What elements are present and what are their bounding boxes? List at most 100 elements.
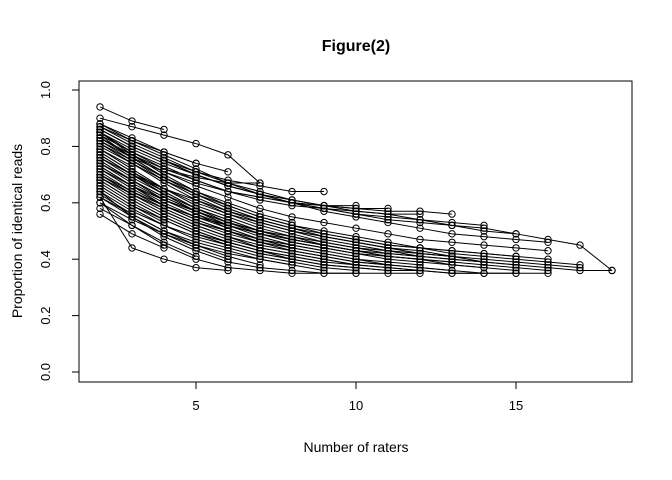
data-point-marker xyxy=(256,255,264,263)
series-line xyxy=(99,174,357,266)
data-point-marker xyxy=(192,173,200,182)
data-point-marker xyxy=(288,232,296,241)
x-axis: 5 10 15 xyxy=(192,382,523,413)
data-point-marker xyxy=(224,199,232,207)
data-point-marker xyxy=(544,247,552,255)
data-point-marker xyxy=(448,230,456,238)
data-point-marker xyxy=(160,218,168,227)
data-point-marker xyxy=(224,263,232,272)
data-point-marker xyxy=(512,258,520,266)
data-point-marker xyxy=(384,261,392,269)
x-axis-label: Number of raters xyxy=(303,439,408,455)
data-point-marker xyxy=(384,269,392,277)
data-point-marker xyxy=(96,122,104,131)
data-point-marker xyxy=(224,227,232,235)
data-point-marker xyxy=(224,207,232,215)
data-point-marker xyxy=(352,224,360,232)
y-tick-label: 0.2 xyxy=(38,307,53,325)
data-point-marker xyxy=(416,235,424,244)
data-point-marker xyxy=(128,221,136,230)
data-point-marker xyxy=(448,238,456,246)
data-point-marker xyxy=(128,230,136,238)
data-point-marker xyxy=(288,213,296,221)
data-point-marker xyxy=(480,232,488,241)
data-point-marker xyxy=(288,269,296,277)
data-point-marker xyxy=(224,258,232,266)
data-point-marker xyxy=(384,241,392,249)
data-point-marker xyxy=(384,230,392,238)
data-point-marker xyxy=(128,122,136,131)
data-point-marker xyxy=(256,216,264,224)
data-point-marker xyxy=(416,216,424,224)
data-point-marker xyxy=(608,266,616,275)
data-point-marker xyxy=(384,247,392,255)
data-point-marker xyxy=(416,224,424,232)
data-point-marker xyxy=(160,173,168,182)
data-point-marker xyxy=(320,247,328,255)
data-point-marker xyxy=(128,190,136,199)
data-point-marker xyxy=(416,249,424,258)
series-line xyxy=(99,176,357,257)
data-point-marker xyxy=(544,235,552,244)
data-point-marker xyxy=(352,244,360,252)
data-point-marker xyxy=(320,230,328,238)
data-point-marker xyxy=(480,269,488,277)
data-point-marker xyxy=(416,269,424,277)
y-tick-label: 0.6 xyxy=(38,194,53,212)
data-point-marker xyxy=(192,247,200,255)
data-point-marker xyxy=(192,263,200,272)
data-point-marker xyxy=(128,182,136,190)
series-line xyxy=(99,148,133,167)
data-point-marker xyxy=(256,210,264,218)
data-point-marker xyxy=(160,232,168,241)
series-line xyxy=(99,157,517,257)
series-line xyxy=(99,196,229,271)
data-point-marker xyxy=(288,187,296,196)
data-point-marker xyxy=(480,263,488,272)
data-point-marker xyxy=(288,261,296,269)
data-point-marker xyxy=(96,103,104,111)
data-point-marker xyxy=(480,249,488,258)
data-point-marker xyxy=(416,261,424,269)
data-point-marker xyxy=(448,252,456,261)
data-point-marker xyxy=(448,210,456,218)
data-point-marker xyxy=(96,128,104,137)
data-point-marker xyxy=(224,213,232,221)
y-tick-label: 0.4 xyxy=(38,250,53,268)
data-point-marker xyxy=(128,213,136,221)
data-point-marker xyxy=(544,261,552,269)
data-point-marker xyxy=(576,263,584,272)
data-point-marker xyxy=(416,244,424,252)
series-line xyxy=(99,143,293,224)
data-point-marker xyxy=(192,196,200,204)
data-point-marker xyxy=(128,244,136,252)
data-point-marker xyxy=(224,247,232,255)
data-point-marker xyxy=(96,153,104,162)
data-point-marker xyxy=(224,241,232,249)
data-point-marker xyxy=(224,179,232,187)
data-point-marker xyxy=(192,255,200,263)
data-point-marker xyxy=(288,252,296,261)
data-point-marker xyxy=(544,255,552,263)
data-point-marker xyxy=(160,125,168,134)
data-point-marker xyxy=(192,159,200,168)
x-tick-label: 10 xyxy=(349,398,363,413)
series-line xyxy=(99,131,453,215)
data-point-marker xyxy=(512,235,520,244)
y-tick-label: 0.0 xyxy=(38,363,53,381)
data-point-marker xyxy=(256,193,264,201)
data-point-marker xyxy=(288,241,296,249)
data-point-marker xyxy=(384,252,392,261)
series-line xyxy=(99,140,356,207)
data-point-marker xyxy=(192,207,200,215)
data-point-marker xyxy=(480,221,488,230)
series-line xyxy=(99,148,389,257)
data-point-marker xyxy=(544,269,552,277)
data-point-marker xyxy=(288,199,296,207)
data-point-marker xyxy=(128,137,136,145)
data-point-marker xyxy=(96,159,104,168)
data-point-marker xyxy=(320,187,328,196)
data-point-marker xyxy=(160,185,168,193)
series-line xyxy=(99,126,229,173)
data-point-marker xyxy=(256,204,264,213)
